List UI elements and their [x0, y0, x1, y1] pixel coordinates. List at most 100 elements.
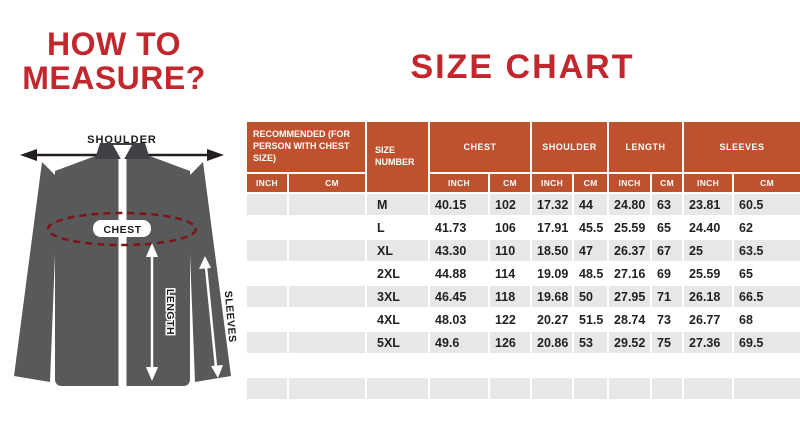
unit-sleeves-inch: INCH: [682, 172, 735, 194]
cell-sleeves-cm: 65: [732, 261, 800, 286]
cell-length-cm: 63: [650, 192, 685, 217]
cell-sleeves-inch: 25: [682, 238, 735, 263]
cell-shoulder-inch: 18.50: [530, 238, 575, 263]
cell-rec-cm: [286, 284, 368, 309]
size-row: XL 43.30 110 18.50 47 26.37 67 25 63.5: [245, 238, 800, 263]
cell-length-cm: 73: [650, 307, 685, 332]
cell-shoulder-inch: 20.86: [530, 330, 575, 355]
unit-row: INCH CM INCH CM INCH CM INCH CM INCH CM: [245, 172, 800, 194]
cell-empty: [572, 376, 610, 401]
cell-empty: [682, 376, 735, 401]
cell-sleeves-inch: 27.36: [682, 330, 735, 355]
chest-label: CHEST: [103, 224, 141, 236]
cell-rec-inch: [245, 238, 289, 263]
size-table: RECOMMENDED (FOR PERSON WITH CHEST SIZE)…: [244, 120, 800, 401]
unit-chest-cm: CM: [488, 172, 533, 194]
cell-empty: [572, 353, 610, 378]
cell-shoulder-cm: 53: [572, 330, 610, 355]
cell-sleeves-cm: 63.5: [732, 238, 800, 263]
unit-shoulder-cm: CM: [572, 172, 610, 194]
cell-sleeves-cm: 62: [732, 215, 800, 240]
cell-sleeves-cm: 69.5: [732, 330, 800, 355]
col-header-sleeves: SLEEVES: [682, 120, 800, 174]
cell-empty: [286, 353, 368, 378]
cell-rec-inch: [245, 307, 289, 332]
cell-empty: [428, 353, 491, 378]
cell-sleeves-inch: 26.18: [682, 284, 735, 309]
cell-empty: [488, 353, 533, 378]
cell-chest-cm: 118: [488, 284, 533, 309]
cell-rec-cm: [286, 192, 368, 217]
cell-size: 2XL: [365, 261, 431, 286]
cell-size: XL: [365, 238, 431, 263]
cell-empty: [365, 376, 431, 401]
cell-chest-cm: 110: [488, 238, 533, 263]
unit-length-cm: CM: [650, 172, 685, 194]
unit-shoulder-inch: INCH: [530, 172, 575, 194]
cell-size: 5XL: [365, 330, 431, 355]
collar-notch: [113, 145, 132, 162]
size-table-body: M 40.15 102 17.32 44 24.80 63 23.81 60.5 L 41.73 10…: [245, 192, 800, 401]
cell-chest-inch: 41.73: [428, 215, 491, 240]
col-header-size-number: SIZE NUMBER: [365, 120, 431, 194]
cell-rec-cm: [286, 307, 368, 332]
size-row: M 40.15 102 17.32 44 24.80 63 23.81 60.5: [245, 192, 800, 217]
cell-sleeves-cm: 60.5: [732, 192, 800, 217]
size-row: 2XL 44.88 114 19.09 48.5 27.16 69 25.59 65: [245, 261, 800, 286]
cell-rec-cm: [286, 330, 368, 355]
cell-rec-inch: [245, 192, 289, 217]
cell-empty: [650, 353, 685, 378]
cell-shoulder-cm: 47: [572, 238, 610, 263]
cell-rec-inch: [245, 330, 289, 355]
cell-shoulder-cm: 50: [572, 284, 610, 309]
cell-sleeves-inch: 25.59: [682, 261, 735, 286]
left-sleeve: [14, 162, 58, 382]
cell-length-cm: 65: [650, 215, 685, 240]
cell-empty: [286, 376, 368, 401]
cell-empty: [607, 376, 653, 401]
header-row: RECOMMENDED (FOR PERSON WITH CHEST SIZE)…: [244, 120, 800, 194]
cell-length-cm: 75: [650, 330, 685, 355]
cell-empty: [245, 353, 289, 378]
length-label: LENGTH: [164, 289, 176, 335]
cell-chest-inch: 46.45: [428, 284, 491, 309]
cell-size: 3XL: [365, 284, 431, 309]
cell-empty: [365, 353, 431, 378]
cell-shoulder-cm: 45.5: [572, 215, 610, 240]
cell-empty: [530, 353, 575, 378]
cell-rec-inch: [245, 215, 289, 240]
cell-shoulder-cm: 44: [572, 192, 610, 217]
cell-shoulder-cm: 51.5: [572, 307, 610, 332]
right-sleeve: [187, 162, 231, 382]
cell-sleeves-inch: 24.40: [682, 215, 735, 240]
cell-sleeves-inch: 26.77: [682, 307, 735, 332]
cell-empty: [245, 376, 289, 401]
cell-shoulder-inch: 19.68: [530, 284, 575, 309]
cell-length-inch: 29.52: [607, 330, 653, 355]
cell-chest-inch: 43.30: [428, 238, 491, 263]
cell-empty: [732, 376, 800, 401]
unit-recommended-inch: INCH: [245, 172, 289, 194]
cell-shoulder-cm: 48.5: [572, 261, 610, 286]
unit-recommended-cm: CM: [286, 172, 368, 194]
how-to-measure-title-line2: MEASURE?: [22, 59, 206, 96]
size-row: 3XL 46.45 118 19.68 50 27.95 71 26.18 66.5: [245, 284, 800, 309]
size-row: L 41.73 106 17.91 45.5 25.59 65 24.40 62: [245, 215, 800, 240]
cell-chest-inch: 40.15: [428, 192, 491, 217]
how-to-measure-title: HOW TO MEASURE?: [6, 27, 222, 96]
size-row: 5XL 49.6 126 20.86 53 29.52 75 27.36 69.5: [245, 330, 800, 355]
unit-chest-inch: INCH: [428, 172, 491, 194]
cell-length-cm: 69: [650, 261, 685, 286]
cell-empty: [428, 376, 491, 401]
cell-rec-cm: [286, 238, 368, 263]
cell-rec-cm: [286, 261, 368, 286]
cell-sleeves-cm: 66.5: [732, 284, 800, 309]
cell-shoulder-inch: 17.91: [530, 215, 575, 240]
cell-empty: [650, 376, 685, 401]
cell-shoulder-inch: 20.27: [530, 307, 575, 332]
cell-empty: [530, 376, 575, 401]
cell-length-inch: 28.74: [607, 307, 653, 332]
cell-empty: [732, 353, 800, 378]
zipper: [118, 159, 127, 386]
